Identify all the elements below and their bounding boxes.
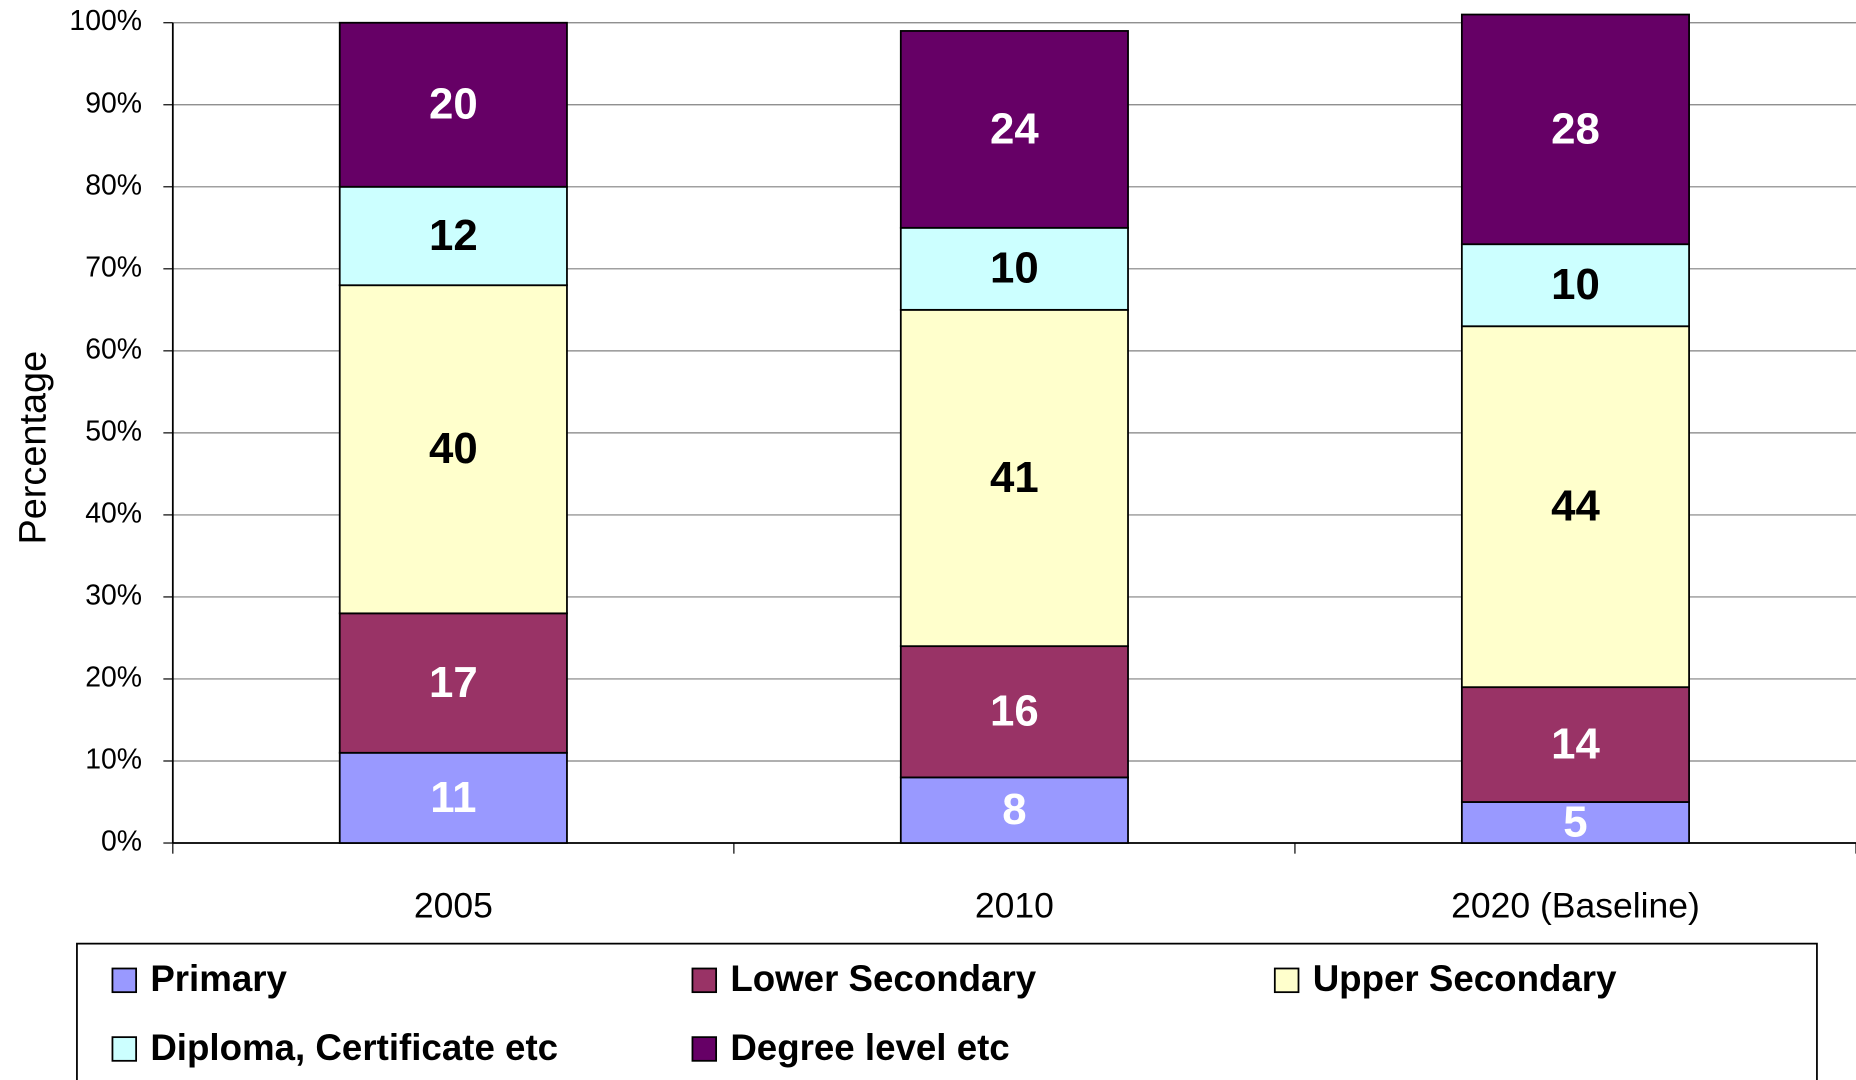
y-tick-label: 90% — [85, 87, 142, 119]
legend-box — [76, 942, 1818, 1080]
bar-segment — [1460, 325, 1690, 689]
data-label: 41 — [990, 453, 1039, 502]
y-axis-title: Percentage — [13, 351, 55, 545]
data-label: 12 — [429, 211, 478, 260]
data-label: 10 — [1551, 260, 1600, 309]
bar-segment — [338, 21, 568, 188]
y-tick-label: 100% — [69, 5, 142, 37]
data-label: 14 — [1551, 720, 1600, 769]
bar-segment — [338, 612, 568, 754]
x-tick-label: 2005 — [414, 885, 493, 925]
data-label: 20 — [429, 80, 478, 129]
bar-segment — [1460, 13, 1690, 246]
data-label: 17 — [429, 658, 478, 707]
y-tick-label: 30% — [85, 579, 142, 611]
bar-segment — [899, 308, 1129, 648]
y-tick-label: 50% — [85, 415, 142, 447]
bar-segment — [1460, 801, 1690, 844]
y-tick-label: 10% — [85, 743, 142, 775]
bar-segment — [338, 185, 568, 287]
bar-segment — [899, 226, 1129, 311]
y-tick-label: 80% — [85, 169, 142, 201]
y-tick-label: 20% — [85, 661, 142, 693]
data-label: 28 — [1551, 104, 1600, 153]
data-label: 44 — [1551, 482, 1600, 531]
legend-label: Diploma, Certificate etc — [150, 1027, 558, 1068]
legend-swatch — [691, 967, 718, 994]
y-tick-label: 40% — [85, 497, 142, 529]
legend-label: Upper Secondary — [1313, 958, 1617, 999]
y-tick-label: 70% — [85, 251, 142, 283]
bar-segment — [338, 751, 568, 844]
bar-segment — [899, 30, 1129, 229]
legend-swatch — [111, 1036, 138, 1062]
x-tick-label: 2020 (Baseline) — [1451, 885, 1700, 925]
y-tick-label: 60% — [85, 333, 142, 365]
bar-segment — [1460, 243, 1690, 328]
data-label: 8 — [1002, 785, 1026, 834]
y-tick-label: 0% — [101, 826, 142, 858]
bar-segment — [1460, 686, 1690, 803]
bar-segment — [899, 776, 1129, 844]
data-label: 16 — [990, 687, 1039, 736]
x-tick-label: 2010 — [975, 885, 1054, 925]
data-label: 11 — [430, 773, 476, 822]
legend-label: Lower Secondary — [730, 958, 1036, 999]
data-label: 24 — [990, 104, 1039, 153]
legend-swatch — [691, 1036, 718, 1062]
legend-label: Degree level etc — [730, 1027, 1009, 1068]
data-label: 10 — [990, 244, 1039, 293]
bar-segment — [899, 645, 1129, 779]
legend-swatch — [111, 967, 138, 994]
data-label: 40 — [429, 424, 478, 473]
bar-segment — [338, 284, 568, 615]
legend-label: Primary — [150, 958, 287, 999]
data-label: 5 — [1563, 797, 1587, 846]
legend-swatch — [1273, 967, 1300, 994]
